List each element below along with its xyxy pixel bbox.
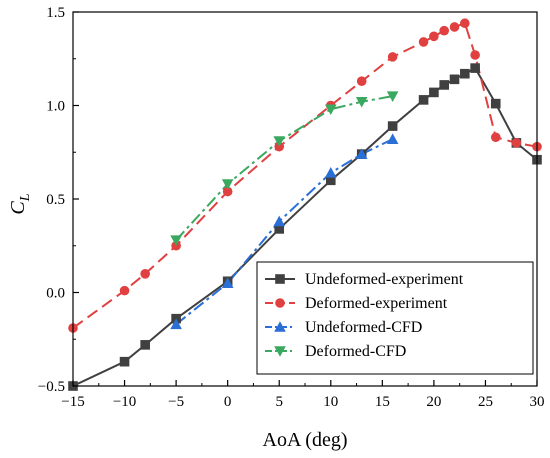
y-tick-label: 1.0 — [46, 99, 65, 115]
y-tick-label: 0.5 — [46, 192, 65, 208]
y-axis-title: CL — [7, 193, 33, 214]
data-point-deformed-experiment — [140, 269, 150, 279]
data-point-deformed-experiment — [511, 138, 522, 148]
x-axis-title: AoA (deg) — [263, 429, 348, 451]
markers-layer — [68, 18, 542, 391]
legend-label: Undeformed-experiment — [305, 271, 464, 288]
y-axis-title-main: C — [7, 201, 29, 215]
x-tick-label: 5 — [275, 394, 283, 410]
y-tick-label: 0.0 — [46, 286, 65, 302]
data-point-deformed-experiment — [449, 22, 460, 32]
x-tick-label: 20 — [426, 394, 441, 410]
data-point-deformed-experiment — [418, 37, 429, 47]
data-point-deformed-experiment — [439, 25, 450, 36]
legend-label: Deformed-experiment — [305, 295, 448, 312]
legend-box — [256, 261, 534, 375]
data-point-deformed-experiment — [490, 132, 501, 143]
data-point-undeformed-experiment — [119, 356, 130, 367]
data-point-undeformed-experiment — [274, 224, 285, 234]
data-point-undeformed-experiment — [429, 87, 439, 98]
series-line-deformed-cfd — [175, 95, 393, 241]
data-point-deformed-cfd — [273, 136, 286, 147]
data-point-deformed-experiment — [356, 76, 367, 86]
y-axis-title-sub: L — [18, 193, 33, 202]
data-point-undeformed-experiment — [490, 98, 501, 109]
data-point-undeformed-experiment — [140, 340, 150, 350]
y-tick-label: −0.5 — [38, 379, 65, 395]
data-point-deformed-experiment — [222, 186, 233, 197]
x-tick-label: 0 — [224, 394, 232, 410]
data-point-undeformed-cfd — [324, 167, 337, 178]
data-point-undeformed-experiment — [470, 63, 480, 73]
legend-label: Undeformed-CFD — [305, 319, 422, 336]
data-point-deformed-experiment — [387, 52, 398, 62]
data-point-undeformed-cfd — [386, 133, 399, 144]
data-point-deformed-experiment — [429, 31, 439, 42]
data-point-deformed-cfd — [386, 91, 399, 102]
x-tick-label: 10 — [323, 394, 338, 410]
x-tick-label: −15 — [61, 394, 84, 410]
data-point-undeformed-cfd — [221, 277, 234, 288]
data-point-undeformed-cfd — [355, 148, 368, 159]
legend-marker-deformed-experiment — [275, 298, 285, 308]
legend-label: Deformed-CFD — [305, 343, 406, 360]
legend-marker-undeformed-experiment — [275, 274, 285, 284]
x-tick-label: 15 — [375, 394, 390, 410]
data-point-undeformed-experiment — [387, 121, 398, 131]
data-point-undeformed-experiment — [449, 74, 460, 85]
data-point-undeformed-experiment — [418, 95, 429, 105]
legend-marker-deformed-cfd — [274, 346, 286, 357]
data-point-deformed-cfd — [170, 235, 182, 246]
x-tick-label: 25 — [478, 394, 493, 410]
y-tick-label: 1.5 — [46, 5, 65, 21]
data-point-undeformed-cfd — [170, 318, 182, 330]
legend-marker-undeformed-cfd — [274, 321, 286, 332]
x-tick-label: −5 — [168, 394, 184, 410]
data-point-undeformed-experiment — [325, 175, 336, 186]
data-point-deformed-experiment — [460, 18, 470, 29]
data-point-deformed-cfd — [324, 104, 337, 116]
series-line-undeformed-experiment — [73, 67, 537, 386]
legend: Undeformed-experiment Deformed-experiment… — [256, 261, 534, 375]
ticks-layer: −15 −10 −5 0 5 10 15 20 25 30 −0.5 0.0 0.5 1.0 1.5 — [38, 5, 545, 410]
series-line-undeformed-cfd — [175, 138, 394, 326]
x-tick-label: 30 — [530, 394, 545, 410]
data-point-deformed-cfd — [355, 96, 368, 108]
data-point-undeformed-experiment — [439, 80, 449, 90]
data-point-deformed-experiment — [119, 285, 130, 296]
data-point-deformed-experiment — [470, 50, 480, 60]
x-tick-label: −10 — [113, 394, 136, 410]
data-point-undeformed-experiment — [460, 68, 470, 79]
data-point-undeformed-cfd — [273, 215, 286, 227]
data-point-deformed-cfd — [221, 179, 234, 190]
